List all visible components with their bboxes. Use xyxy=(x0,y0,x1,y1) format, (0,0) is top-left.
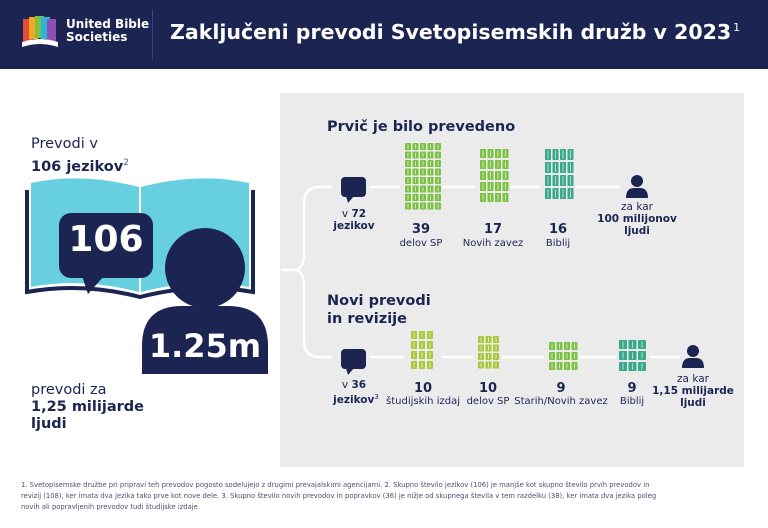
second-study-grid xyxy=(409,329,435,371)
person-icon xyxy=(682,345,704,368)
title-footnote-marker: 1 xyxy=(733,21,741,34)
second-bible-grid xyxy=(617,338,648,373)
translations-panel xyxy=(280,93,744,467)
first-bible-grid xyxy=(543,147,575,201)
speech-bubble-icon xyxy=(59,213,153,294)
people-line-3: ljudi xyxy=(31,416,67,432)
people-line-2: 1,25 milijarde xyxy=(31,399,144,415)
second-languages-word: jezikov3 xyxy=(333,393,379,406)
second-portions-grid xyxy=(476,334,501,370)
header-bar: United Bible Societies Zaključeni prevod… xyxy=(0,0,768,69)
person-number: 1.25m xyxy=(148,327,262,365)
org-name: United Bible Societies xyxy=(66,17,150,44)
first-people-line-3: ljudi xyxy=(624,225,650,237)
footnotes: 1. Svetopisemske družbe pri pripravi teh… xyxy=(21,481,657,511)
first-portions-grid xyxy=(403,141,443,211)
person-icon xyxy=(626,175,648,198)
first-item-number: 39 xyxy=(411,222,431,237)
book-number: 106 xyxy=(68,219,144,260)
first-nt-grid xyxy=(478,147,510,204)
first-languages: v 72 xyxy=(341,208,367,220)
page-title: Zaključeni prevodi Svetopisemskih družb … xyxy=(170,20,741,44)
logo-icon xyxy=(22,16,58,47)
second-item-number: 9 xyxy=(627,381,637,396)
first-people-line-1: za kar xyxy=(621,201,653,213)
header-divider xyxy=(152,10,153,59)
second-item-label: Starih/Novih zavez xyxy=(514,396,608,407)
first-item-number: 17 xyxy=(483,222,503,237)
new-translations-heading-line-1: Novi prevodi xyxy=(327,293,431,309)
second-item-number: 9 xyxy=(556,381,566,396)
first-item-label: delov SP xyxy=(399,238,443,249)
translations-prefix: Prevodi v xyxy=(31,136,98,152)
languages-footnote-marker: 3 xyxy=(374,393,379,401)
first-languages-word: jezikov xyxy=(333,220,375,232)
first-item-number: 16 xyxy=(548,222,568,237)
second-item-number: 10 xyxy=(413,381,433,396)
second-languages: v 36 xyxy=(341,379,367,391)
speech-bubble-icon xyxy=(341,177,366,203)
second-item-label: delov SP xyxy=(466,396,510,407)
languages-total: 106 jezikov2 xyxy=(31,158,129,175)
speech-bubble-icon xyxy=(341,349,366,375)
second-item-label: Biblij xyxy=(619,396,645,407)
people-line-1: prevodi za xyxy=(31,382,107,398)
first-item-label: Biblij xyxy=(545,238,571,249)
second-people-line-2: 1,15 milijarde xyxy=(652,385,734,397)
second-item-number: 10 xyxy=(478,381,498,396)
person-icon xyxy=(142,228,268,374)
second-ot-nt-grid xyxy=(547,340,579,372)
first-item-label: Novih zavez xyxy=(462,238,524,249)
first-people-line-2: 100 milijonov xyxy=(597,213,677,225)
second-people-line-3: ljudi xyxy=(680,397,706,409)
new-translations-heading-line-2: in revizije xyxy=(327,311,407,327)
second-item-label: študijskih izdaj xyxy=(386,396,460,407)
first-translations-heading: Prvič je bilo prevedeno xyxy=(327,119,516,135)
languages-footnote-marker: 2 xyxy=(123,158,129,168)
second-people-line-1: za kar xyxy=(677,373,709,385)
